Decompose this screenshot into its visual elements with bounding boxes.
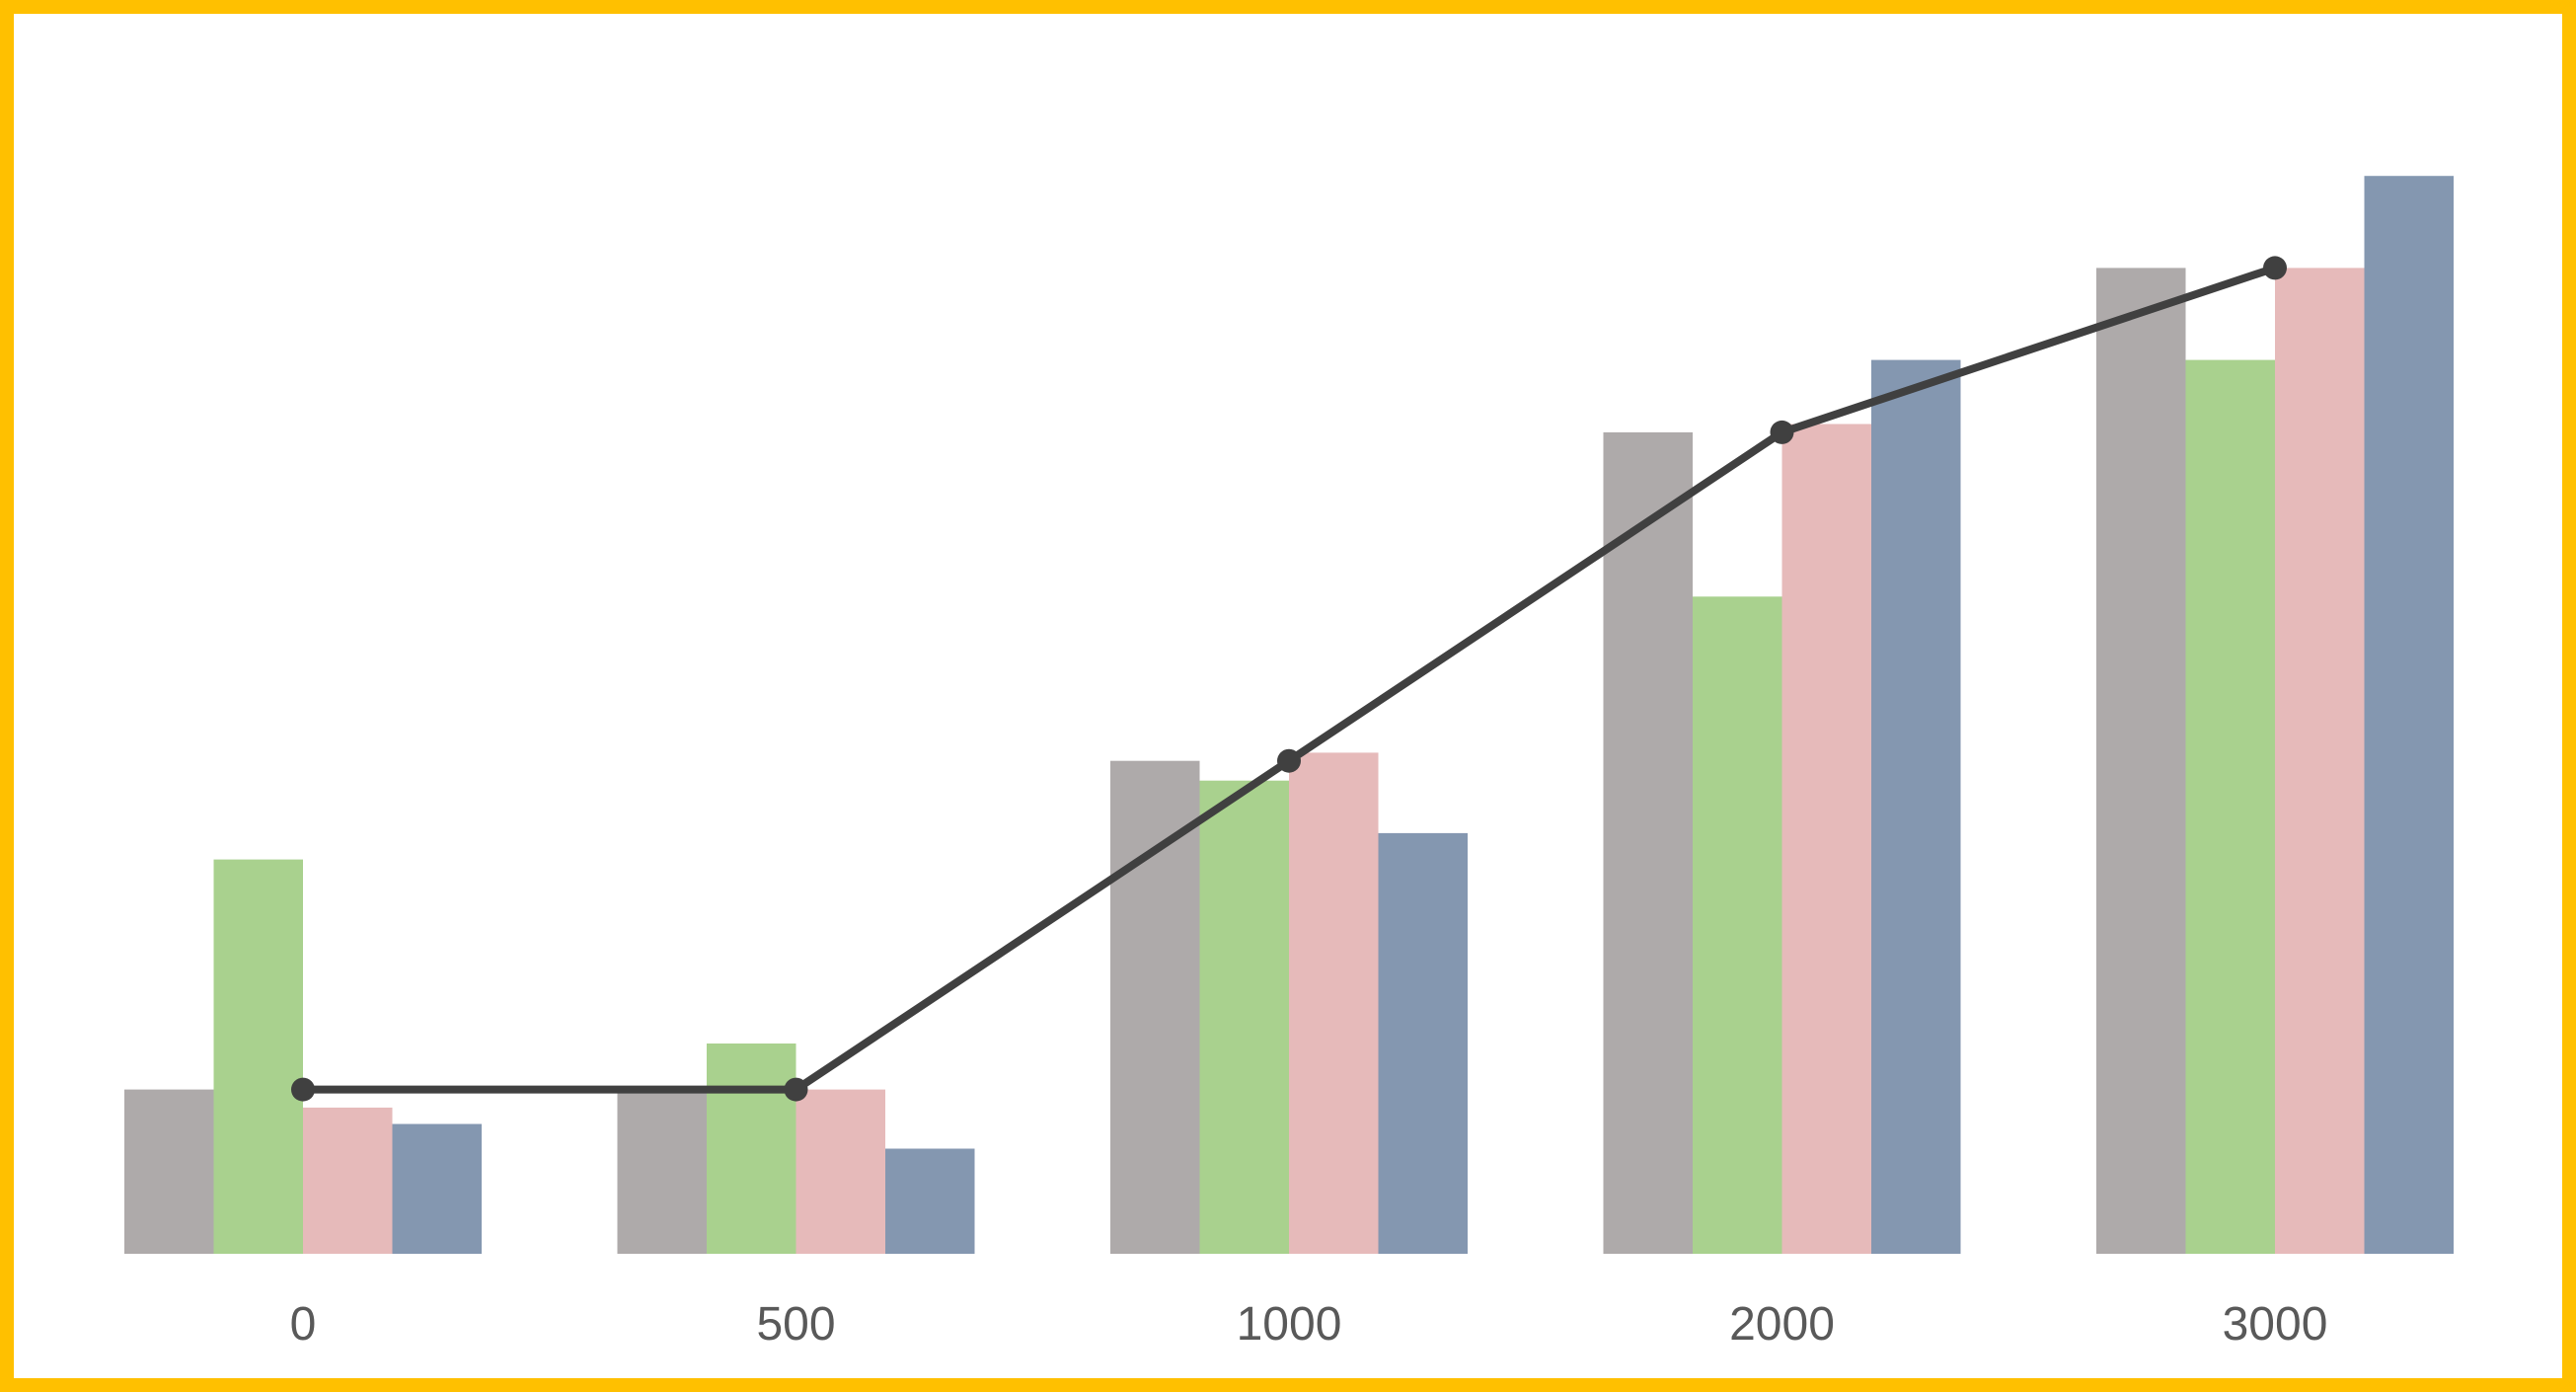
bar-s2-500 [707,1044,796,1254]
x-tick-label: 500 [756,1298,835,1351]
line-point-0 [291,1077,315,1102]
line-series-group [291,256,2287,1102]
line-point-500 [784,1077,808,1102]
bar-s4-2000 [1871,359,1961,1255]
bar-s4-500 [885,1148,975,1254]
x-tick-label: 2000 [1729,1298,1835,1351]
bar-s3-2000 [1781,424,1871,1254]
bar-s1-0 [124,1089,214,1254]
bar-s1-2000 [1603,431,1693,1254]
x-tick-label: 1000 [1237,1298,1342,1351]
bar-s1-500 [617,1089,707,1254]
bar-s2-1000 [1199,780,1289,1254]
x-tick-label: 0 [290,1298,317,1351]
bar-s4-3000 [2364,176,2454,1255]
bar-s3-0 [303,1107,393,1254]
bar-s3-3000 [2275,268,2365,1254]
bar-s4-0 [392,1123,482,1254]
line-point-2000 [1770,420,1794,444]
bar-s2-0 [213,859,303,1254]
line-point-3000 [2263,256,2287,280]
x-tick-label: 3000 [2223,1298,2328,1351]
bar-s1-1000 [1110,760,1200,1254]
x-axis: 0 500 1000 2000 3000 [290,1298,2328,1351]
bar-series-group [124,176,2454,1255]
bar-s4-1000 [1378,832,1468,1254]
bar-s1-3000 [2096,268,2186,1254]
bar-s2-2000 [1693,596,1782,1254]
bar-s2-3000 [2185,359,2275,1255]
line-point-1000 [1277,748,1301,773]
bar-s3-1000 [1289,752,1379,1254]
bar-s3-500 [796,1089,885,1254]
